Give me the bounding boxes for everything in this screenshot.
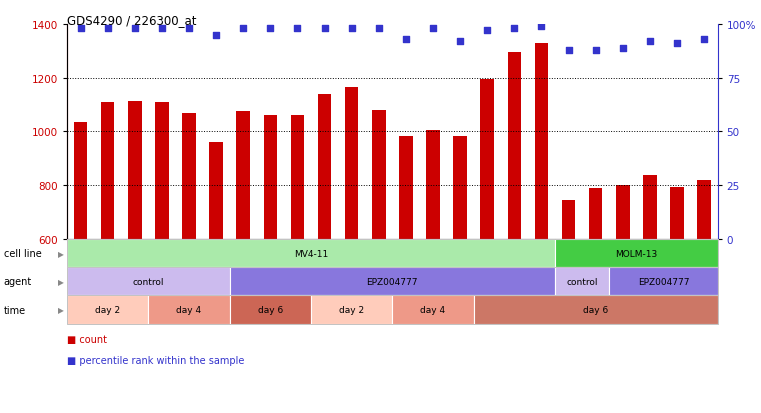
Text: control: control	[132, 277, 164, 286]
Bar	[372, 111, 386, 240]
Bar	[101, 102, 114, 240]
Text: day 6: day 6	[583, 305, 608, 314]
Point	[129, 26, 141, 32]
Point	[644, 39, 656, 45]
Point	[671, 41, 683, 47]
Bar	[535, 43, 548, 240]
Bar	[318, 95, 331, 240]
Text: cell line: cell line	[4, 249, 42, 259]
Bar	[426, 131, 440, 240]
Bar	[589, 188, 603, 240]
Bar	[209, 143, 223, 240]
Text: agent: agent	[4, 277, 32, 287]
Bar	[237, 112, 250, 240]
Bar	[454, 136, 466, 240]
Text: EPZ004777: EPZ004777	[638, 277, 689, 286]
Point	[373, 26, 385, 32]
Bar	[182, 113, 196, 240]
Point	[156, 26, 168, 32]
Bar	[74, 123, 88, 240]
Point	[264, 26, 276, 32]
Text: MOLM-13: MOLM-13	[615, 249, 658, 258]
Point	[210, 32, 222, 39]
Text: GDS4290 / 226300_at: GDS4290 / 226300_at	[67, 14, 196, 27]
Bar	[643, 175, 657, 240]
Bar	[562, 201, 575, 240]
Text: day 4: day 4	[420, 305, 445, 314]
Point	[237, 26, 250, 32]
Point	[318, 26, 330, 32]
Point	[562, 47, 575, 54]
Text: ■ percentile rank within the sample: ■ percentile rank within the sample	[67, 356, 244, 366]
Text: ▶: ▶	[58, 249, 64, 258]
Point	[590, 47, 602, 54]
Point	[508, 26, 521, 32]
Point	[698, 36, 710, 43]
Bar	[616, 186, 629, 240]
Bar	[291, 116, 304, 240]
Bar	[480, 80, 494, 240]
Text: ■ count: ■ count	[67, 334, 107, 344]
Text: MV4-11: MV4-11	[294, 249, 328, 258]
Point	[345, 26, 358, 32]
Bar	[128, 101, 142, 240]
Bar	[670, 187, 683, 240]
Point	[291, 26, 304, 32]
Text: day 6: day 6	[258, 305, 283, 314]
Point	[427, 26, 439, 32]
Bar	[263, 116, 277, 240]
Text: day 4: day 4	[177, 305, 202, 314]
Text: control: control	[566, 277, 598, 286]
Text: ▶: ▶	[58, 305, 64, 314]
Text: ▶: ▶	[58, 277, 64, 286]
Point	[183, 26, 195, 32]
Text: day 2: day 2	[95, 305, 120, 314]
Text: day 2: day 2	[339, 305, 365, 314]
Bar	[399, 136, 412, 240]
Bar	[508, 53, 521, 240]
Bar	[345, 88, 358, 240]
Point	[616, 45, 629, 52]
Text: EPZ004777: EPZ004777	[367, 277, 418, 286]
Point	[535, 24, 547, 30]
Point	[75, 26, 87, 32]
Point	[454, 39, 466, 45]
Bar	[697, 180, 711, 240]
Point	[400, 36, 412, 43]
Bar	[155, 103, 169, 240]
Text: time: time	[4, 305, 26, 315]
Point	[481, 28, 493, 35]
Point	[101, 26, 113, 32]
